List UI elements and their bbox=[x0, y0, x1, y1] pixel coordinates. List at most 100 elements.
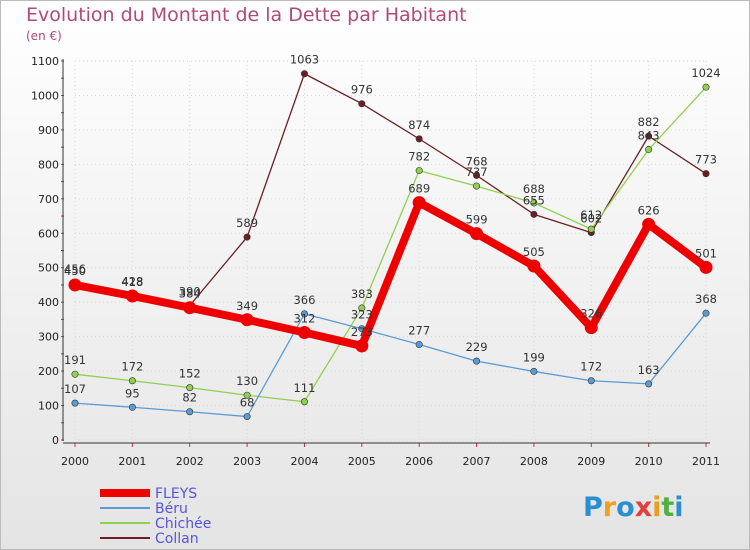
data-label: 229 bbox=[466, 340, 488, 354]
data-label: 1024 bbox=[691, 66, 720, 80]
data-label: 428 bbox=[121, 274, 143, 288]
legend-label: Chichée bbox=[155, 516, 211, 532]
data-point bbox=[186, 408, 194, 416]
y-tick-label: 1100 bbox=[31, 55, 59, 68]
y-tick-label: 900 bbox=[38, 124, 59, 137]
y-tick-labels: 0 100 200 300 400 500 600 700 800 900 1000 1100 bbox=[31, 55, 59, 447]
data-point bbox=[645, 132, 653, 140]
data-label: 273 bbox=[351, 325, 373, 339]
series-chichee bbox=[71, 83, 710, 406]
data-label: 172 bbox=[580, 360, 602, 374]
data-label: 277 bbox=[408, 324, 430, 338]
data-point bbox=[128, 377, 136, 385]
logo-letter: o bbox=[616, 492, 635, 523]
legend-label: Collan bbox=[155, 531, 199, 547]
x-tick-label: 2004 bbox=[290, 455, 318, 468]
data-label: 1063 bbox=[290, 53, 319, 67]
data-point bbox=[300, 310, 308, 318]
x-tick-label: 2008 bbox=[520, 455, 548, 468]
data-label: 655 bbox=[523, 193, 545, 207]
proxiti-logo: Proxiti bbox=[583, 492, 684, 523]
data-label: 599 bbox=[466, 213, 488, 227]
data-label: 349 bbox=[236, 299, 258, 313]
data-point bbox=[415, 167, 423, 175]
data-point bbox=[473, 171, 481, 179]
logo-letter: x bbox=[635, 492, 652, 523]
logo-letter: P bbox=[583, 492, 603, 523]
data-label: 95 bbox=[125, 386, 140, 400]
data-point bbox=[473, 182, 481, 190]
data-point bbox=[702, 83, 710, 91]
data-label: 612 bbox=[580, 208, 602, 222]
data-point bbox=[71, 399, 79, 407]
legend-label: Béru bbox=[155, 501, 188, 517]
data-label: 688 bbox=[523, 182, 545, 196]
data-point bbox=[584, 321, 598, 335]
logo-letter: i bbox=[674, 492, 683, 523]
data-point bbox=[71, 370, 79, 378]
data-point bbox=[530, 210, 538, 218]
data-point bbox=[297, 326, 311, 340]
x-tick-label: 2001 bbox=[118, 455, 146, 468]
data-point bbox=[530, 199, 538, 207]
data-point bbox=[699, 260, 713, 274]
data-label: 456 bbox=[64, 262, 86, 276]
x-tick-label: 2000 bbox=[61, 455, 89, 468]
data-point bbox=[473, 357, 481, 365]
y-tick-label: 700 bbox=[38, 193, 59, 206]
legend-label: FLEYS bbox=[155, 486, 197, 502]
x-tick-label: 2002 bbox=[176, 455, 204, 468]
series-lines bbox=[68, 70, 713, 421]
series-line-chichee bbox=[74, 86, 707, 403]
data-label: 152 bbox=[179, 367, 201, 381]
y-tick-label: 600 bbox=[38, 227, 59, 240]
legend-item-beru: Béru bbox=[100, 501, 188, 517]
logo-letter: t bbox=[661, 492, 674, 523]
data-labels: 450 418 384 349 312 273 689 599 505 326 626 501 107 9… bbox=[64, 53, 721, 410]
data-label: 199 bbox=[523, 350, 545, 364]
data-point bbox=[530, 367, 538, 375]
data-point bbox=[240, 313, 254, 327]
data-label: 323 bbox=[351, 308, 373, 322]
data-point bbox=[300, 70, 308, 78]
x-tick-label: 2006 bbox=[405, 455, 433, 468]
logo-text: Proxiti bbox=[583, 492, 684, 523]
data-label: 782 bbox=[408, 150, 430, 164]
data-label: 82 bbox=[182, 391, 197, 405]
x-tick-label: 2010 bbox=[635, 455, 663, 468]
y-tick-label: 1000 bbox=[31, 89, 59, 102]
x-tick-label: 2003 bbox=[233, 455, 261, 468]
x-tick-label: 2011 bbox=[692, 455, 720, 468]
data-point bbox=[587, 225, 595, 233]
chart-subtitle: (en €) bbox=[26, 29, 62, 43]
data-point bbox=[128, 403, 136, 411]
data-label: 130 bbox=[236, 374, 258, 388]
logo-letter: i bbox=[652, 492, 661, 523]
data-label: 843 bbox=[638, 129, 660, 143]
data-label: 366 bbox=[293, 293, 315, 307]
data-label: 390 bbox=[179, 285, 201, 299]
data-label: 882 bbox=[638, 115, 660, 129]
data-label: 172 bbox=[121, 360, 143, 374]
data-point bbox=[642, 217, 656, 231]
data-label: 976 bbox=[351, 83, 373, 97]
axes bbox=[61, 59, 710, 447]
data-point bbox=[300, 398, 308, 406]
y-tick-label: 100 bbox=[38, 400, 59, 413]
data-label: 163 bbox=[638, 363, 660, 377]
x-tick-label: 2009 bbox=[577, 455, 605, 468]
data-point bbox=[702, 170, 710, 178]
data-point bbox=[183, 301, 197, 315]
logo-letter: r bbox=[603, 492, 617, 523]
data-label: 326 bbox=[580, 307, 602, 321]
data-label: 191 bbox=[64, 353, 86, 367]
series-line-beru bbox=[74, 312, 707, 418]
data-point bbox=[68, 278, 82, 292]
legend-item-fleys: FLEYS bbox=[100, 486, 197, 502]
data-label: 111 bbox=[293, 381, 315, 395]
data-label: 874 bbox=[408, 118, 430, 132]
data-label: 602 bbox=[580, 212, 602, 226]
y-tick-label: 500 bbox=[38, 262, 59, 275]
chart-title: Evolution du Montant de la Dette par Hab… bbox=[26, 4, 467, 26]
